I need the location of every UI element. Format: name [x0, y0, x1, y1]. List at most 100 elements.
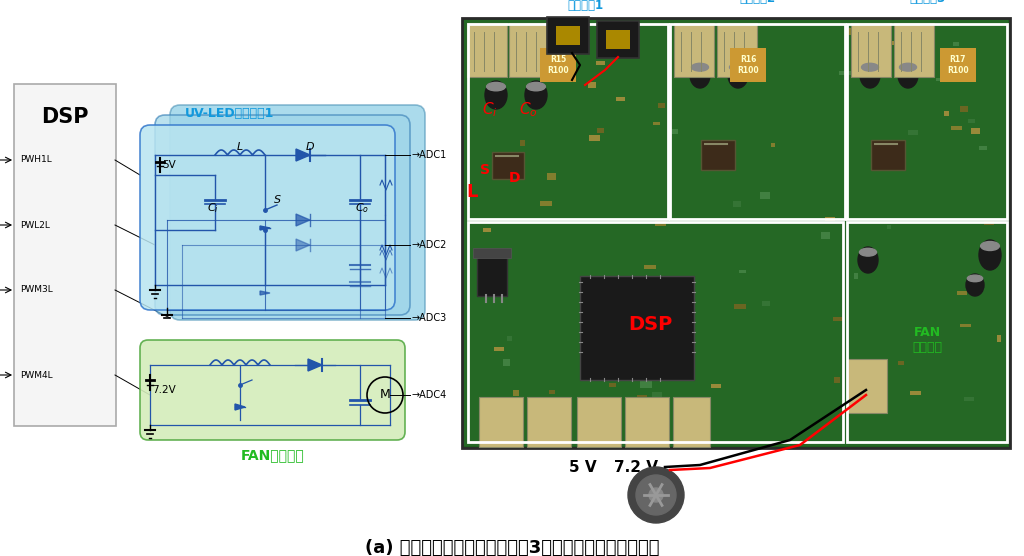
Ellipse shape	[728, 62, 748, 88]
Polygon shape	[260, 226, 270, 230]
FancyBboxPatch shape	[140, 125, 395, 310]
FancyBboxPatch shape	[701, 140, 735, 170]
Ellipse shape	[729, 63, 746, 71]
Text: S: S	[273, 195, 281, 205]
FancyBboxPatch shape	[840, 71, 851, 75]
FancyBboxPatch shape	[894, 23, 934, 77]
FancyBboxPatch shape	[936, 78, 943, 81]
FancyBboxPatch shape	[851, 23, 891, 77]
FancyBboxPatch shape	[652, 393, 663, 398]
Ellipse shape	[526, 82, 546, 91]
Circle shape	[649, 488, 663, 502]
FancyBboxPatch shape	[640, 381, 651, 388]
FancyBboxPatch shape	[547, 17, 589, 54]
FancyBboxPatch shape	[835, 376, 841, 383]
Text: PWM3L: PWM3L	[20, 285, 53, 295]
FancyBboxPatch shape	[477, 249, 507, 296]
FancyBboxPatch shape	[492, 152, 524, 179]
Text: UV-LED
駆動回路1: UV-LED 駆動回路1	[561, 0, 609, 12]
Text: DSP: DSP	[41, 107, 89, 127]
FancyBboxPatch shape	[482, 227, 490, 231]
FancyBboxPatch shape	[979, 146, 986, 150]
Ellipse shape	[485, 81, 507, 109]
Text: M: M	[380, 389, 390, 401]
FancyBboxPatch shape	[907, 130, 918, 135]
FancyBboxPatch shape	[673, 397, 710, 447]
Text: PWH1L: PWH1L	[20, 156, 52, 165]
Ellipse shape	[858, 247, 878, 273]
Text: →ADC1: →ADC1	[412, 150, 447, 160]
FancyBboxPatch shape	[909, 390, 921, 395]
FancyBboxPatch shape	[760, 192, 770, 198]
Ellipse shape	[981, 241, 999, 251]
Text: 5 V: 5 V	[569, 460, 597, 475]
Text: DSP: DSP	[628, 315, 672, 335]
FancyBboxPatch shape	[479, 397, 523, 447]
Text: PWM4L: PWM4L	[20, 370, 52, 380]
FancyBboxPatch shape	[984, 221, 994, 225]
Ellipse shape	[691, 63, 709, 71]
FancyBboxPatch shape	[959, 324, 972, 327]
FancyBboxPatch shape	[734, 304, 745, 309]
Text: L: L	[466, 183, 477, 201]
FancyBboxPatch shape	[871, 140, 905, 170]
FancyBboxPatch shape	[655, 221, 666, 226]
FancyBboxPatch shape	[965, 396, 974, 401]
FancyBboxPatch shape	[556, 26, 580, 45]
FancyBboxPatch shape	[14, 84, 116, 426]
Text: D: D	[306, 142, 314, 152]
Text: →ADC2: →ADC2	[412, 240, 447, 250]
FancyBboxPatch shape	[821, 232, 830, 239]
FancyBboxPatch shape	[637, 344, 643, 348]
FancyBboxPatch shape	[961, 106, 968, 112]
FancyBboxPatch shape	[597, 21, 639, 58]
Polygon shape	[260, 291, 270, 295]
FancyBboxPatch shape	[637, 395, 647, 399]
FancyBboxPatch shape	[951, 126, 963, 130]
FancyBboxPatch shape	[890, 41, 896, 45]
FancyBboxPatch shape	[906, 38, 910, 41]
Ellipse shape	[899, 63, 916, 71]
FancyBboxPatch shape	[847, 359, 887, 413]
Ellipse shape	[690, 62, 710, 88]
FancyBboxPatch shape	[155, 115, 410, 315]
Text: R15
R100: R15 R100	[547, 55, 568, 75]
Polygon shape	[296, 149, 310, 161]
FancyBboxPatch shape	[616, 97, 626, 101]
FancyBboxPatch shape	[504, 359, 510, 366]
FancyBboxPatch shape	[507, 336, 512, 341]
Text: FAN
駆動回路: FAN 駆動回路	[912, 326, 942, 354]
Text: UV-LED
駆動回路3: UV-LED 駆動回路3	[903, 0, 951, 5]
Ellipse shape	[979, 240, 1001, 270]
FancyBboxPatch shape	[898, 361, 904, 365]
Ellipse shape	[968, 275, 983, 282]
FancyBboxPatch shape	[589, 136, 600, 141]
FancyBboxPatch shape	[140, 340, 406, 440]
Text: $C_o$: $C_o$	[519, 101, 538, 120]
Polygon shape	[308, 359, 322, 371]
Ellipse shape	[966, 274, 984, 296]
FancyBboxPatch shape	[674, 23, 714, 77]
FancyBboxPatch shape	[606, 30, 630, 49]
FancyBboxPatch shape	[580, 276, 694, 380]
Text: R16
R100: R16 R100	[737, 55, 759, 75]
Text: FAN駆動回路: FAN駆動回路	[241, 448, 304, 462]
FancyBboxPatch shape	[549, 390, 555, 394]
FancyBboxPatch shape	[771, 142, 775, 147]
FancyBboxPatch shape	[953, 42, 958, 46]
FancyBboxPatch shape	[712, 384, 721, 388]
Text: UV-LED駆動回路1: UV-LED駆動回路1	[185, 107, 274, 120]
FancyBboxPatch shape	[846, 28, 855, 34]
Ellipse shape	[859, 249, 877, 256]
Text: L: L	[237, 142, 243, 152]
FancyBboxPatch shape	[625, 397, 669, 447]
Text: $C_o$: $C_o$	[355, 201, 369, 215]
Ellipse shape	[525, 81, 547, 109]
Circle shape	[636, 475, 676, 515]
Text: $C_i$: $C_i$	[207, 201, 219, 215]
FancyBboxPatch shape	[762, 301, 770, 306]
FancyBboxPatch shape	[643, 265, 655, 270]
Ellipse shape	[861, 63, 879, 71]
FancyBboxPatch shape	[467, 23, 507, 77]
FancyBboxPatch shape	[577, 397, 621, 447]
